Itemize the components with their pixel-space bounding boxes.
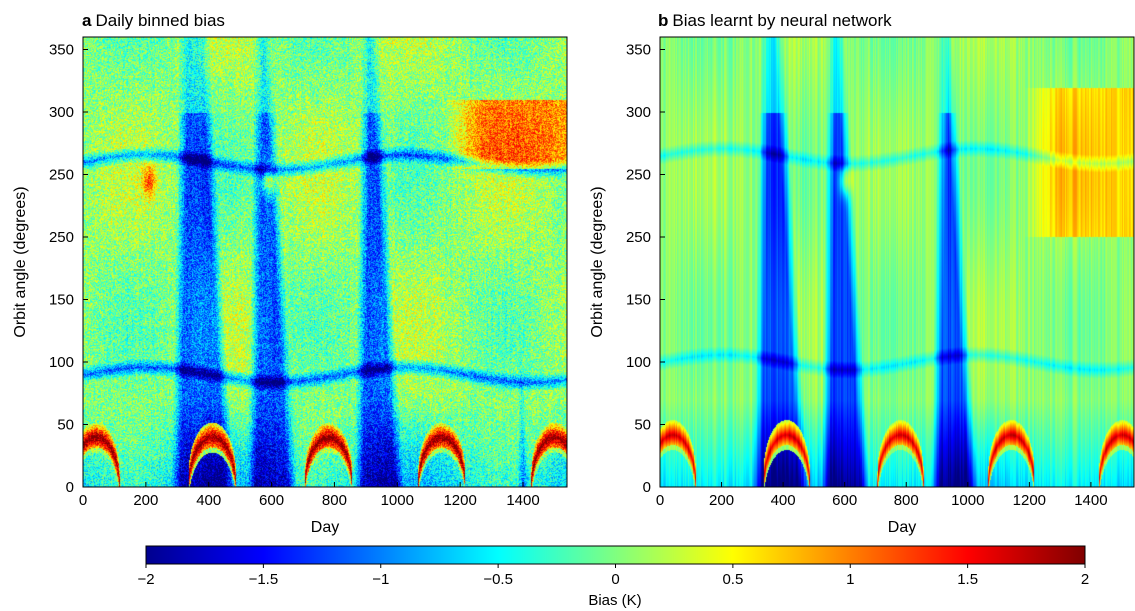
x-tick-label: 200: [133, 492, 158, 509]
panel-b: b Bias learnt by neural network 0 200 400 60…: [589, 11, 1135, 536]
panel-a-x-axis: 0 200 400 600 800 1000 1200 1400: [79, 482, 540, 509]
y-tick-label: 50: [634, 417, 651, 434]
y-tick-label: 150: [49, 292, 74, 309]
panel-b-title-text: Bias learnt by neural network: [672, 11, 892, 30]
panel-a: a Daily binned bias 0 200 400 600 800 1000 1200…: [12, 11, 568, 536]
panel-a-frame: [82, 36, 568, 488]
panel-b-ylabel: Orbit angle (degrees): [589, 186, 606, 337]
panel-a-xlabel: Day: [311, 519, 339, 536]
colorbar-tick-label: −0.5: [483, 571, 513, 588]
y-tick-label: 250: [49, 167, 74, 184]
y-tick-label: 50: [57, 417, 74, 434]
x-tick-label: 600: [259, 492, 284, 509]
panel-b-y-axis: 0 50 100 150 250 250 300 350: [626, 42, 665, 496]
panel-a-title-text: Daily binned bias: [95, 11, 224, 30]
y-tick-label: 350: [49, 42, 74, 59]
panel-a-letter: a: [82, 11, 92, 30]
colorbar-tick-label: −2: [137, 571, 154, 588]
y-tick-label: 0: [66, 479, 74, 496]
x-tick-label: 800: [894, 492, 919, 509]
x-tick-label: 1000: [951, 492, 984, 509]
colorbar-tick-label: 2: [1081, 571, 1089, 588]
colorbar-tick-label: 1.5: [957, 571, 978, 588]
panel-b-heatmap: [660, 37, 1134, 487]
colorbar-ticks: −2 −1.5 −1 −0.5 0 0.5 1 1.5 2: [137, 564, 1089, 588]
panel-b-title: b Bias learnt by neural network: [658, 11, 892, 30]
x-tick-label: 1200: [1013, 492, 1046, 509]
x-tick-label: 800: [322, 492, 347, 509]
panel-b-letter: b: [658, 11, 668, 30]
y-tick-label: 150: [626, 292, 651, 309]
panel-a-heatmap: [83, 37, 567, 487]
panel-a-title: a Daily binned bias: [82, 11, 225, 30]
x-tick-label: 0: [656, 492, 664, 509]
x-tick-label: 1200: [443, 492, 476, 509]
panel-b-x-axis: 0 200 400 600 800 1000 1200 1400: [656, 482, 1108, 509]
panel-b-frame: [659, 36, 1135, 488]
panel-b-xlabel: Day: [888, 519, 916, 536]
y-tick-label: 250: [626, 167, 651, 184]
colorbar-label: Bias (K): [588, 592, 641, 609]
panel-a-ylabel: Orbit angle (degrees): [12, 186, 29, 337]
x-tick-label: 1000: [381, 492, 414, 509]
y-tick-label: 250: [626, 229, 651, 246]
panel-a-y-axis: 0 50 100 150 250 250 300 350: [49, 42, 88, 496]
colorbar-tick-label: 1: [846, 571, 854, 588]
y-tick-label: 300: [49, 104, 74, 121]
colorbar: −2 −1.5 −1 −0.5 0 0.5 1 1.5 2 Bias (K): [137, 545, 1089, 609]
y-tick-label: 0: [643, 479, 651, 496]
x-tick-label: 400: [196, 492, 221, 509]
colorbar-tick-label: −1: [372, 571, 389, 588]
colorbar-tick-label: −1.5: [249, 571, 279, 588]
colorbar-tick-label: 0.5: [722, 571, 743, 588]
y-tick-label: 100: [49, 354, 74, 371]
colorbar-gradient: [145, 545, 1086, 565]
x-tick-label: 0: [79, 492, 87, 509]
x-tick-label: 600: [832, 492, 857, 509]
y-tick-label: 350: [626, 42, 651, 59]
x-tick-label: 1400: [506, 492, 539, 509]
y-tick-label: 250: [49, 229, 74, 246]
y-tick-label: 100: [626, 354, 651, 371]
x-tick-label: 200: [709, 492, 734, 509]
y-tick-label: 300: [626, 104, 651, 121]
x-tick-label: 1400: [1074, 492, 1107, 509]
x-tick-label: 400: [771, 492, 796, 509]
colorbar-tick-label: 0: [611, 571, 619, 588]
